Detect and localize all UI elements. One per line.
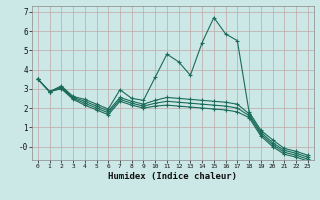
X-axis label: Humidex (Indice chaleur): Humidex (Indice chaleur) bbox=[108, 172, 237, 181]
